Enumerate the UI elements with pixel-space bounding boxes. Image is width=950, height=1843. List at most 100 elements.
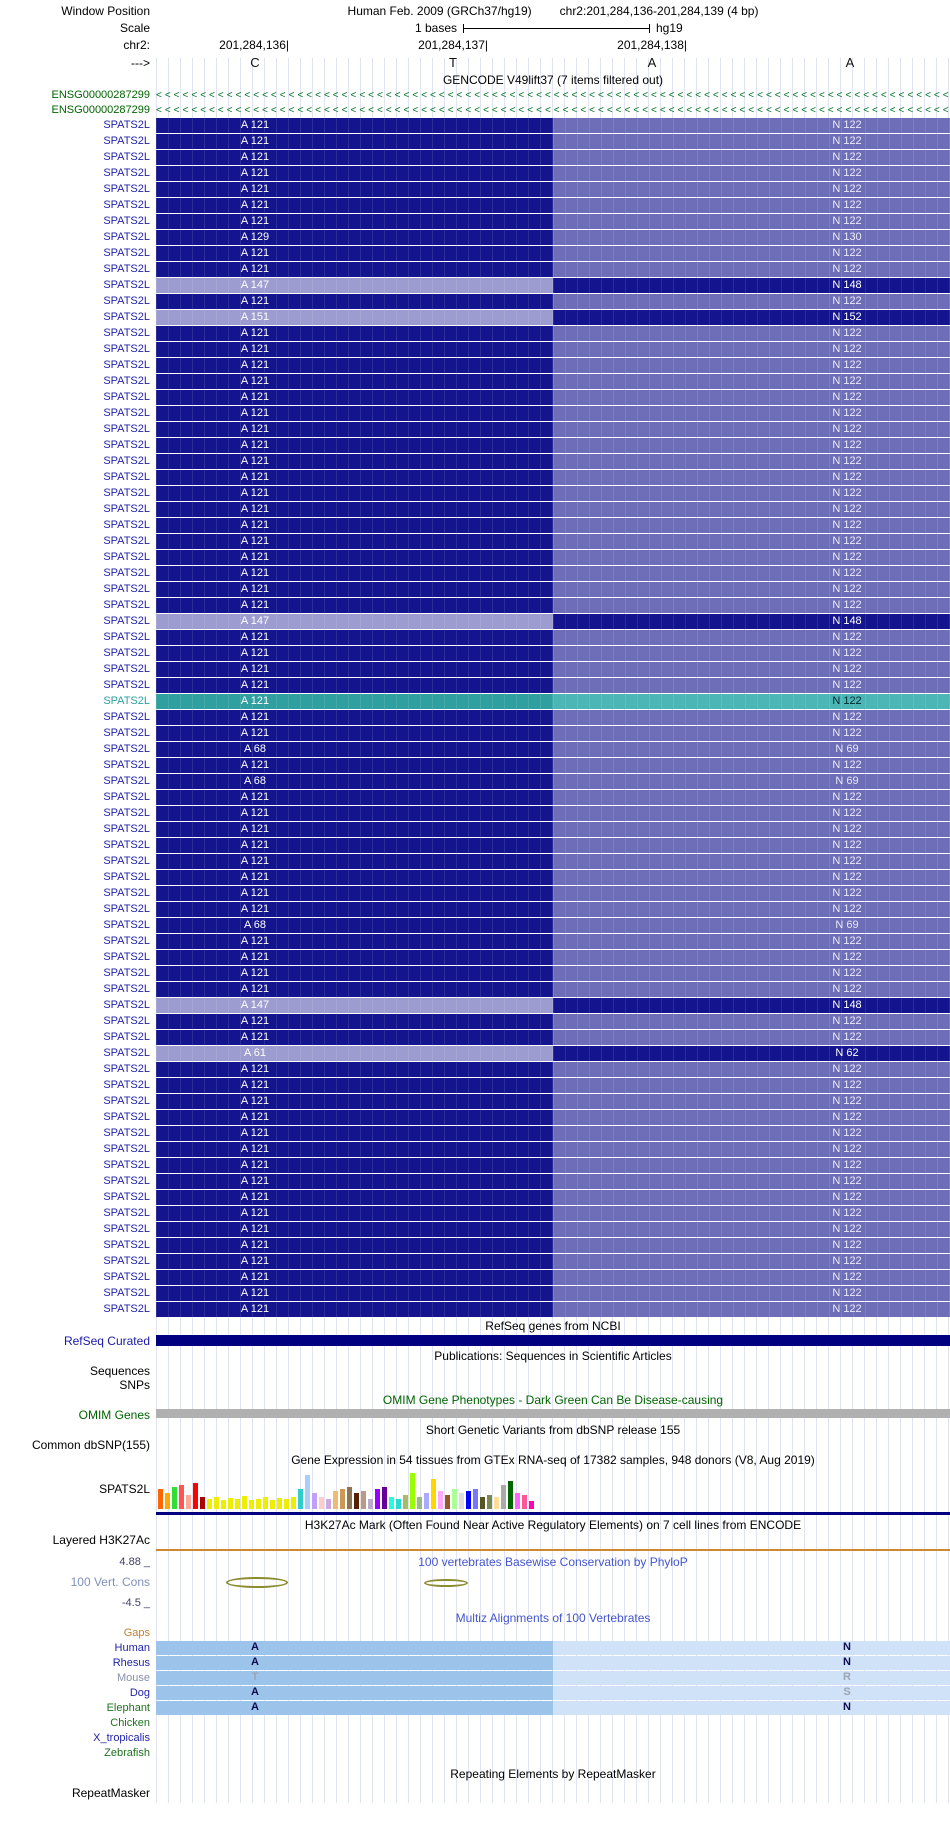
- read-row[interactable]: SPATS2L A 121 N 122: [0, 1126, 950, 1142]
- gtex-tissue-bar[interactable]: [298, 1489, 303, 1509]
- gtex-tissue-bar[interactable]: [480, 1497, 485, 1509]
- read-row[interactable]: SPATS2L A 121 N 122: [0, 598, 950, 614]
- read-row[interactable]: SPATS2L A 121 N 122: [0, 1014, 950, 1030]
- gtex-tissue-bar[interactable]: [375, 1489, 380, 1509]
- read-gene-label[interactable]: SPATS2L: [103, 1303, 150, 1315]
- gtex-tissue-bar[interactable]: [438, 1491, 443, 1509]
- read-row[interactable]: SPATS2L A 121 N 122: [0, 934, 950, 950]
- read-bars[interactable]: A 121 N 122: [156, 582, 950, 598]
- read-bars[interactable]: A 121 N 122: [156, 1142, 950, 1158]
- read-bars[interactable]: A 121 N 122: [156, 966, 950, 982]
- read-bars[interactable]: A 121 N 122: [156, 822, 950, 838]
- read-gene-label[interactable]: SPATS2L: [103, 1143, 150, 1155]
- read-row[interactable]: SPATS2L A 121 N 122: [0, 1302, 950, 1318]
- conservation-track[interactable]: [156, 1570, 950, 1596]
- gtex-tissue-bar[interactable]: [319, 1497, 324, 1509]
- gtex-tissue-bar[interactable]: [347, 1487, 352, 1509]
- gene-model-line[interactable]: [156, 1512, 950, 1515]
- gtex-tissue-bar[interactable]: [291, 1497, 296, 1509]
- gtex-tissue-bar[interactable]: [340, 1489, 345, 1509]
- read-bars[interactable]: A 121 N 122: [156, 118, 950, 134]
- read-row[interactable]: SPATS2L A 121 N 122: [0, 806, 950, 822]
- read-gene-label[interactable]: SPATS2L: [103, 839, 150, 851]
- read-gene-label[interactable]: SPATS2L: [103, 215, 150, 227]
- alignment-row[interactable]: Rhesus A N: [0, 1656, 950, 1671]
- read-gene-label[interactable]: SPATS2L: [103, 439, 150, 451]
- read-bars[interactable]: A 121 N 122: [156, 470, 950, 486]
- alignment-row[interactable]: Mouse T R: [0, 1671, 950, 1686]
- read-bars[interactable]: A 121 N 122: [156, 150, 950, 166]
- read-bars[interactable]: A 121 N 122: [156, 854, 950, 870]
- read-gene-label[interactable]: SPATS2L: [103, 647, 150, 659]
- read-bars[interactable]: A 147 N 148: [156, 998, 950, 1014]
- read-gene-label[interactable]: SPATS2L: [103, 327, 150, 339]
- read-row[interactable]: SPATS2L A 121 N 122: [0, 358, 950, 374]
- read-bars[interactable]: A 121 N 122: [156, 598, 950, 614]
- read-gene-label[interactable]: SPATS2L: [103, 295, 150, 307]
- read-row[interactable]: SPATS2L A 121 N 122: [0, 1158, 950, 1174]
- read-row[interactable]: SPATS2L A 121 N 122: [0, 518, 950, 534]
- read-bars[interactable]: A 121 N 122: [156, 294, 950, 310]
- conservation-label[interactable]: 100 Vert. Cons: [70, 1575, 150, 1589]
- gtex-tissue-bar[interactable]: [424, 1493, 429, 1509]
- sequences-label[interactable]: Sequences: [89, 1364, 150, 1378]
- read-gene-label[interactable]: SPATS2L: [103, 423, 150, 435]
- read-row[interactable]: SPATS2L A 121 N 122: [0, 790, 950, 806]
- read-row[interactable]: SPATS2L A 121 N 122: [0, 1030, 950, 1046]
- alignment-row[interactable]: Zebrafish: [0, 1746, 950, 1761]
- read-gene-label[interactable]: SPATS2L: [103, 1207, 150, 1219]
- read-bars[interactable]: A 68 N 69: [156, 918, 950, 934]
- read-bars[interactable]: A 121 N 122: [156, 838, 950, 854]
- gtex-tissue-bar[interactable]: [522, 1495, 527, 1509]
- read-gene-label[interactable]: SPATS2L: [103, 1127, 150, 1139]
- read-gene-label[interactable]: SPATS2L: [103, 663, 150, 675]
- read-row[interactable]: SPATS2L A 121 N 122: [0, 630, 950, 646]
- read-bars[interactable]: A 121 N 122: [156, 454, 950, 470]
- gtex-tissue-bar[interactable]: [361, 1491, 366, 1509]
- read-row[interactable]: SPATS2L A 121 N 122: [0, 854, 950, 870]
- read-row[interactable]: SPATS2L A 121 N 122: [0, 502, 950, 518]
- gtex-tissue-bar[interactable]: [515, 1493, 520, 1509]
- read-gene-label[interactable]: SPATS2L: [103, 1239, 150, 1251]
- gtex-tissue-bar[interactable]: [242, 1496, 247, 1509]
- read-bars[interactable]: A 121 N 122: [156, 326, 950, 342]
- alignment-row[interactable]: Chicken: [0, 1716, 950, 1731]
- read-row[interactable]: SPATS2L A 68 N 69: [0, 774, 950, 790]
- read-row[interactable]: SPATS2L A 121 N 122: [0, 582, 950, 598]
- gtex-tissue-bar[interactable]: [256, 1499, 261, 1509]
- read-row[interactable]: SPATS2L A 121 N 122: [0, 726, 950, 742]
- read-gene-label[interactable]: SPATS2L: [103, 311, 150, 323]
- read-bars[interactable]: A 121 N 122: [156, 422, 950, 438]
- read-row[interactable]: SPATS2L A 147 N 148: [0, 614, 950, 630]
- read-gene-label[interactable]: SPATS2L: [103, 999, 150, 1011]
- read-row[interactable]: SPATS2L A 121 N 122: [0, 1142, 950, 1158]
- read-bars[interactable]: A 121 N 122: [156, 662, 950, 678]
- species-label[interactable]: Zebrafish: [104, 1747, 150, 1759]
- read-bars[interactable]: A 121 N 122: [156, 694, 950, 710]
- read-bars[interactable]: A 68 N 69: [156, 774, 950, 790]
- read-gene-label[interactable]: SPATS2L: [103, 1111, 150, 1123]
- species-label[interactable]: Elephant: [106, 1702, 150, 1714]
- read-row[interactable]: SPATS2L A 121 N 122: [0, 822, 950, 838]
- read-gene-label[interactable]: SPATS2L: [103, 1031, 150, 1043]
- read-row[interactable]: SPATS2L A 121 N 122: [0, 566, 950, 582]
- gtex-tissue-bar[interactable]: [459, 1493, 464, 1509]
- gtex-tissue-bar[interactable]: [193, 1483, 198, 1509]
- read-gene-label[interactable]: SPATS2L: [103, 1223, 150, 1235]
- read-gene-label[interactable]: SPATS2L: [103, 903, 150, 915]
- read-row[interactable]: SPATS2L A 121 N 122: [0, 1110, 950, 1126]
- read-bars[interactable]: A 121 N 122: [156, 710, 950, 726]
- read-row[interactable]: SPATS2L A 121 N 122: [0, 262, 950, 278]
- read-bars[interactable]: A 121 N 122: [156, 1270, 950, 1286]
- read-gene-label[interactable]: SPATS2L: [103, 455, 150, 467]
- read-bars[interactable]: A 121 N 122: [156, 214, 950, 230]
- read-row[interactable]: SPATS2L A 121 N 122: [0, 1062, 950, 1078]
- read-row[interactable]: SPATS2L A 121 N 122: [0, 150, 950, 166]
- read-bars[interactable]: A 121 N 122: [156, 438, 950, 454]
- gtex-tissue-bar[interactable]: [382, 1487, 387, 1509]
- read-row[interactable]: SPATS2L A 121 N 122: [0, 694, 950, 710]
- read-bars[interactable]: A 121 N 122: [156, 1238, 950, 1254]
- read-bars[interactable]: A 121 N 122: [156, 406, 950, 422]
- read-gene-label[interactable]: SPATS2L: [103, 519, 150, 531]
- read-bars[interactable]: A 121 N 122: [156, 550, 950, 566]
